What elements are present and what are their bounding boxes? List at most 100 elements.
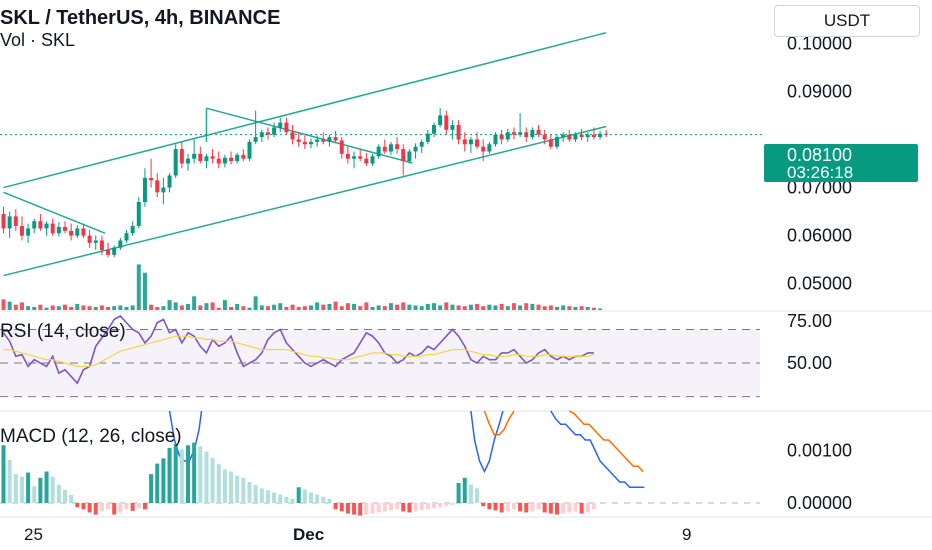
candle-body[interactable]	[462, 139, 467, 145]
candle-body[interactable]	[7, 216, 12, 229]
rsi-axis-labels[interactable]: 75.00 50.00	[787, 311, 832, 373]
candle-body[interactable]	[364, 158, 369, 164]
candle-body[interactable]	[50, 223, 55, 234]
candle-body[interactable]	[555, 137, 559, 147]
candle-body[interactable]	[38, 221, 43, 229]
candle-body[interactable]	[407, 151, 412, 162]
candle-body[interactable]	[333, 137, 338, 141]
candle-body[interactable]	[32, 221, 37, 229]
candle-body[interactable]	[265, 132, 270, 135]
trendline-2[interactable]	[3, 191, 106, 234]
candle-body[interactable]	[19, 226, 24, 236]
candle-body[interactable]	[370, 156, 375, 164]
candle-body[interactable]	[468, 139, 473, 145]
candle-body[interactable]	[548, 139, 553, 147]
candle-body[interactable]	[44, 223, 49, 229]
candle-body[interactable]	[573, 134, 578, 140]
candle-body[interactable]	[155, 180, 160, 193]
candle-body[interactable]	[112, 247, 117, 255]
candle-body[interactable]	[247, 141, 252, 159]
candle-body[interactable]	[167, 175, 172, 188]
candle-body[interactable]	[511, 132, 516, 135]
macd-lines[interactable]	[0, 410, 760, 504]
candle-body[interactable]	[192, 153, 197, 159]
candle-body[interactable]	[542, 134, 547, 140]
candle-body[interactable]	[438, 115, 443, 126]
candle-body[interactable]	[450, 125, 455, 130]
candle-body[interactable]	[505, 132, 510, 140]
candle-body[interactable]	[136, 201, 141, 227]
candle-body[interactable]	[87, 235, 92, 243]
candle-body[interactable]	[272, 127, 277, 135]
candle-body[interactable]	[395, 144, 400, 150]
candle-body[interactable]	[124, 233, 129, 241]
candle-body[interactable]	[296, 139, 301, 142]
rsi-ma-line[interactable]	[3, 335, 595, 367]
candlesticks[interactable]	[1, 108, 609, 258]
candle-body[interactable]	[161, 187, 166, 193]
candle-body[interactable]	[130, 226, 135, 234]
candle-body[interactable]	[1, 213, 6, 229]
candle-body[interactable]	[432, 125, 436, 134]
candle-body[interactable]	[352, 156, 357, 159]
candle-body[interactable]	[198, 153, 203, 162]
candle-body[interactable]	[401, 149, 406, 162]
candle-body[interactable]	[253, 137, 258, 142]
candle-body[interactable]	[149, 177, 154, 181]
candle-body[interactable]	[598, 133, 603, 138]
candle-body[interactable]	[536, 129, 541, 135]
candle-body[interactable]	[75, 228, 80, 236]
candle-body[interactable]	[358, 156, 363, 159]
macd-axis-labels[interactable]: 0.00100 0.00000	[787, 441, 852, 514]
candle-body[interactable]	[278, 122, 283, 128]
candle-body[interactable]	[530, 129, 535, 138]
candle-body[interactable]	[93, 240, 98, 243]
macd-line[interactable]	[550, 410, 645, 488]
trendline-0[interactable]	[3, 31, 607, 189]
price-axis-labels[interactable]: 0.10000 0.09000 0.07000 0.06000 0.05000	[787, 33, 852, 293]
candle-body[interactable]	[290, 132, 295, 140]
candle-body[interactable]	[561, 134, 566, 138]
candle-body[interactable]	[425, 133, 430, 142]
candle-body[interactable]	[210, 156, 215, 159]
candle-body[interactable]	[518, 132, 523, 135]
candle-body[interactable]	[118, 240, 123, 248]
candle-body[interactable]	[376, 146, 381, 157]
trendline-1[interactable]	[3, 125, 607, 277]
candle-body[interactable]	[475, 139, 480, 147]
candle-body[interactable]	[481, 146, 486, 152]
candle-body[interactable]	[235, 154, 240, 162]
signal-line[interactable]	[568, 410, 644, 473]
rsi-lines[interactable]	[2, 315, 595, 385]
candle-body[interactable]	[444, 115, 449, 130]
candle-body[interactable]	[173, 149, 178, 176]
candle-body[interactable]	[63, 226, 67, 231]
candle-body[interactable]	[487, 144, 492, 152]
rsi-line[interactable]	[2, 315, 594, 385]
candle-body[interactable]	[579, 134, 584, 138]
candle-body[interactable]	[13, 216, 18, 227]
candle-body[interactable]	[99, 240, 104, 251]
trendlines[interactable]	[3, 31, 607, 277]
candle-body[interactable]	[493, 134, 498, 145]
candle-body[interactable]	[388, 144, 393, 152]
candle-body[interactable]	[345, 153, 350, 159]
candle-body[interactable]	[81, 228, 86, 236]
candle-body[interactable]	[142, 177, 147, 202]
candle-body[interactable]	[309, 141, 313, 145]
candle-body[interactable]	[591, 134, 596, 138]
candle-body[interactable]	[456, 125, 461, 140]
candle-body[interactable]	[585, 134, 590, 138]
candle-body[interactable]	[56, 226, 61, 234]
candle-body[interactable]	[229, 157, 234, 162]
candle-body[interactable]	[321, 139, 326, 142]
candle-body[interactable]	[204, 156, 209, 162]
candle-body[interactable]	[26, 228, 31, 236]
candle-body[interactable]	[284, 122, 289, 133]
time-axis-labels[interactable]: 25 Dec 9	[24, 525, 691, 544]
candle-body[interactable]	[339, 140, 344, 154]
macd-line[interactable]	[470, 410, 504, 474]
candle-body[interactable]	[241, 154, 246, 159]
candle-body[interactable]	[499, 134, 504, 140]
